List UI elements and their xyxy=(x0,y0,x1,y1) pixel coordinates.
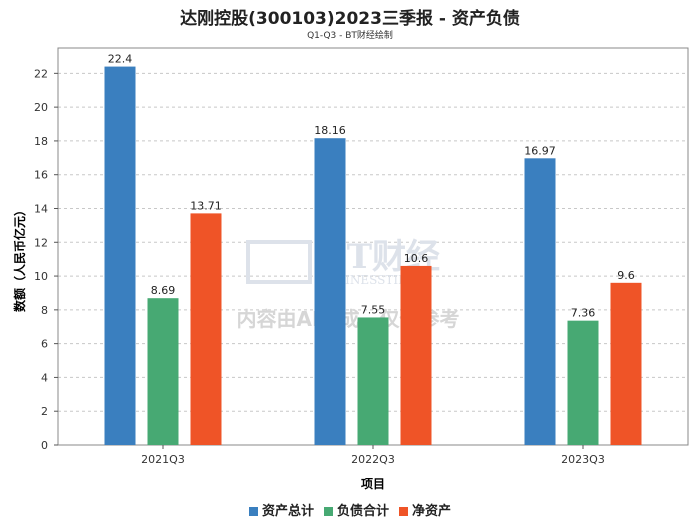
data-label: 7.36 xyxy=(571,307,596,320)
legend-swatch xyxy=(248,507,258,516)
chart-subtitle: Q1-Q3 - BT财经绘制 xyxy=(307,31,393,41)
y-tick-label: 10 xyxy=(34,270,48,283)
bar xyxy=(400,265,432,445)
data-label: 7.55 xyxy=(361,303,386,316)
y-axis-label: 数额（人民币亿元） xyxy=(12,204,27,312)
y-tick-label: 16 xyxy=(34,169,48,182)
bar xyxy=(147,298,179,445)
bar xyxy=(104,66,136,445)
y-tick-label: 22 xyxy=(34,67,48,80)
x-axis-label: 项目 xyxy=(361,477,385,491)
legend-item: 净资产 xyxy=(399,500,451,519)
bar xyxy=(357,317,389,445)
bar xyxy=(610,282,642,445)
data-label: 18.16 xyxy=(314,124,346,137)
bar xyxy=(567,320,599,445)
data-label: 8.69 xyxy=(151,284,176,297)
data-label: 10.6 xyxy=(404,252,429,265)
bar xyxy=(314,138,346,445)
legend-item: 资产总计 xyxy=(248,500,314,519)
data-labels: 22.4 8.69 13.71 18.16 7.55 10.6 16.97 7.36 9.6 xyxy=(108,53,635,320)
data-label: 22.4 xyxy=(108,53,133,66)
y-tick-label: 8 xyxy=(41,304,48,317)
x-tick-label: 2023Q3 xyxy=(561,453,605,466)
y-tick-label: 0 xyxy=(41,439,48,452)
legend-item: 负债合计 xyxy=(323,500,389,519)
y-tick-labels: 0 2 4 6 8 10 12 14 16 18 20 22 xyxy=(34,67,58,452)
legend-swatch xyxy=(323,507,333,516)
y-tick-label: 4 xyxy=(41,371,48,384)
y-tick-label: 6 xyxy=(41,338,48,351)
bars xyxy=(104,66,642,446)
data-label: 9.6 xyxy=(617,269,635,282)
y-tick-label: 2 xyxy=(41,405,48,418)
legend-label: 净资产 xyxy=(412,504,452,519)
data-label: 13.71 xyxy=(190,199,222,212)
watermark-logo-mark xyxy=(246,240,312,284)
legend-label: 负债合计 xyxy=(336,504,389,519)
chart-title: 达刚控股(300103)2023三季报 - 资产负债 xyxy=(180,9,520,29)
data-label: 16.97 xyxy=(524,144,556,157)
y-tick-label: 20 xyxy=(34,101,48,114)
x-tick-label: 2021Q3 xyxy=(141,453,185,466)
legend: 资产总计 负债合计 净资产 xyxy=(0,500,700,519)
y-tick-label: 14 xyxy=(34,202,48,215)
bar xyxy=(190,213,222,445)
x-tick-label: 2022Q3 xyxy=(351,453,395,466)
y-tick-label: 12 xyxy=(34,236,48,249)
x-tick-labels: 2021Q3 2022Q3 2023Q3 xyxy=(141,445,605,466)
bar xyxy=(524,158,556,446)
legend-label: 资产总计 xyxy=(261,504,314,519)
legend-swatch xyxy=(399,507,408,516)
y-tick-label: 18 xyxy=(34,135,48,148)
